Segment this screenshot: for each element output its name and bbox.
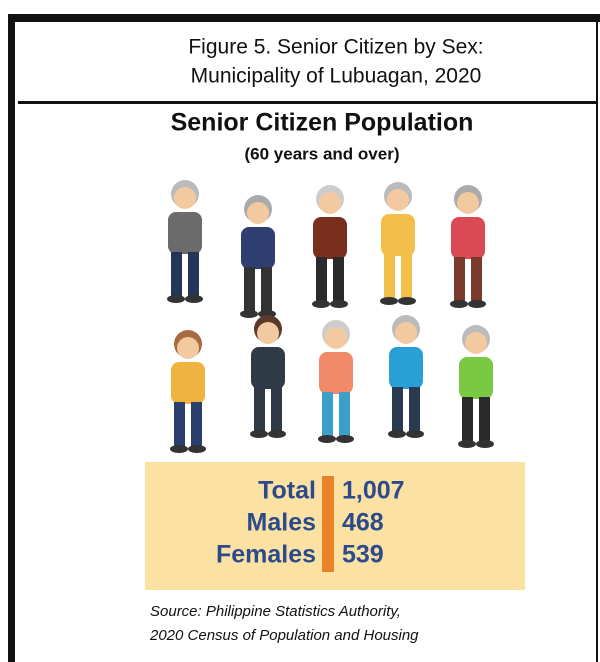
leg (322, 392, 333, 437)
shoe (250, 430, 268, 438)
stat-value: 539 (342, 541, 384, 569)
face (325, 327, 347, 349)
right-border (596, 14, 598, 662)
shoe (476, 440, 494, 448)
leg (244, 267, 255, 312)
shoe (330, 300, 348, 308)
leg (409, 387, 420, 432)
person (167, 180, 203, 303)
leg (471, 257, 482, 302)
shoe (450, 300, 468, 308)
divider (322, 476, 334, 572)
face (247, 202, 269, 224)
leg (254, 387, 265, 432)
torso (168, 212, 202, 254)
figure-title: Municipality of Lubuagan, 2020 (191, 65, 482, 88)
shoe (240, 310, 258, 318)
stat-value: 1,007 (342, 477, 405, 505)
shoe (336, 435, 354, 443)
torso (313, 217, 347, 259)
infographic: Figure 5. Senior Citizen by Sex: Municip… (0, 0, 600, 662)
leg (462, 397, 473, 442)
leg (271, 387, 282, 432)
leg (392, 387, 403, 432)
title-rule (18, 101, 598, 104)
leg (333, 257, 344, 302)
stat-value: 468 (342, 509, 384, 537)
figure-title: Figure 5. Senior Citizen by Sex: (188, 36, 483, 59)
shoe (380, 297, 398, 305)
stat-label: Males (247, 509, 316, 537)
shoe (185, 295, 203, 303)
stat-label: Females (216, 541, 316, 569)
person (250, 315, 286, 438)
person (170, 330, 206, 453)
face (457, 192, 479, 214)
shoe (188, 445, 206, 453)
face (387, 189, 409, 211)
shoe (458, 440, 476, 448)
top-border (8, 14, 600, 22)
person (312, 185, 348, 308)
subheading: (60 years and over) (245, 144, 400, 163)
source: Source: Philippine Statistics Authority, (150, 603, 401, 620)
torso (459, 357, 493, 399)
illustrations (167, 180, 494, 453)
leg (384, 254, 395, 299)
torso (319, 352, 353, 394)
heading: Senior Citizen Population (171, 109, 474, 137)
torso (451, 217, 485, 259)
shoe (312, 300, 330, 308)
face (174, 187, 196, 209)
torso (241, 227, 275, 269)
leg (188, 252, 199, 297)
source: 2020 Census of Population and Housing (149, 627, 419, 644)
torso (171, 362, 205, 404)
face (257, 322, 279, 344)
person (458, 325, 494, 448)
torso (389, 347, 423, 389)
torso (251, 347, 285, 389)
leg (171, 252, 182, 297)
shoe (388, 430, 406, 438)
person (240, 195, 276, 318)
leg (479, 397, 490, 442)
shoe (170, 445, 188, 453)
left-border (8, 14, 15, 662)
leg (174, 402, 185, 447)
shoe (167, 295, 185, 303)
person (380, 182, 416, 305)
shoe (398, 297, 416, 305)
stats-box (145, 462, 525, 590)
shoe (268, 430, 286, 438)
torso (381, 214, 415, 256)
leg (401, 254, 412, 299)
leg (191, 402, 202, 447)
shoe (406, 430, 424, 438)
person (388, 315, 424, 438)
leg (454, 257, 465, 302)
leg (261, 267, 272, 312)
face (177, 337, 199, 359)
face (319, 192, 341, 214)
stat-label: Total (258, 477, 316, 505)
face (395, 322, 417, 344)
shoe (468, 300, 486, 308)
person (450, 185, 486, 308)
leg (316, 257, 327, 302)
face (465, 332, 487, 354)
person (318, 320, 354, 443)
leg (339, 392, 350, 437)
shoe (318, 435, 336, 443)
